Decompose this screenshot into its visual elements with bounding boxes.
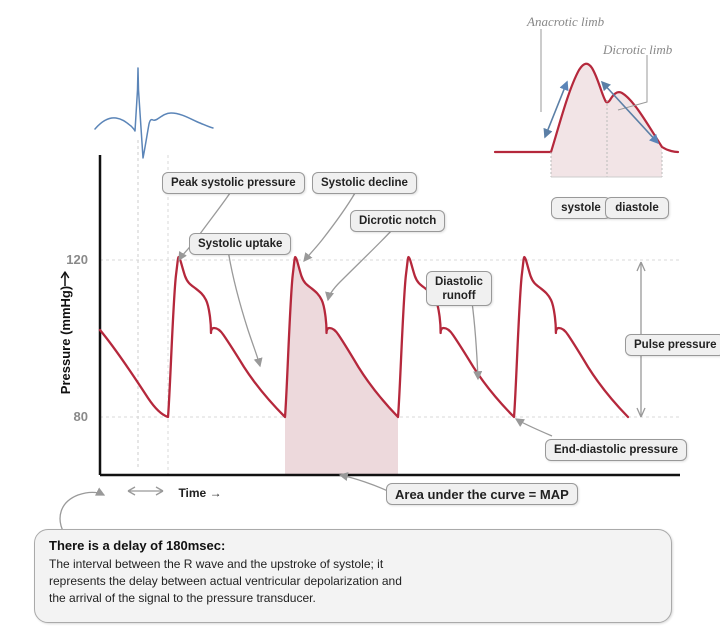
- svg-text:Pressure (mmHg): Pressure (mmHg): [58, 286, 73, 394]
- svg-text:Dicrotic limb: Dicrotic limb: [602, 42, 673, 57]
- svg-text:Anacrotic limb: Anacrotic limb: [526, 14, 605, 29]
- svg-text:120: 120: [66, 252, 88, 267]
- svg-text:80: 80: [74, 409, 88, 424]
- svg-text:Time →: Time →: [178, 486, 221, 500]
